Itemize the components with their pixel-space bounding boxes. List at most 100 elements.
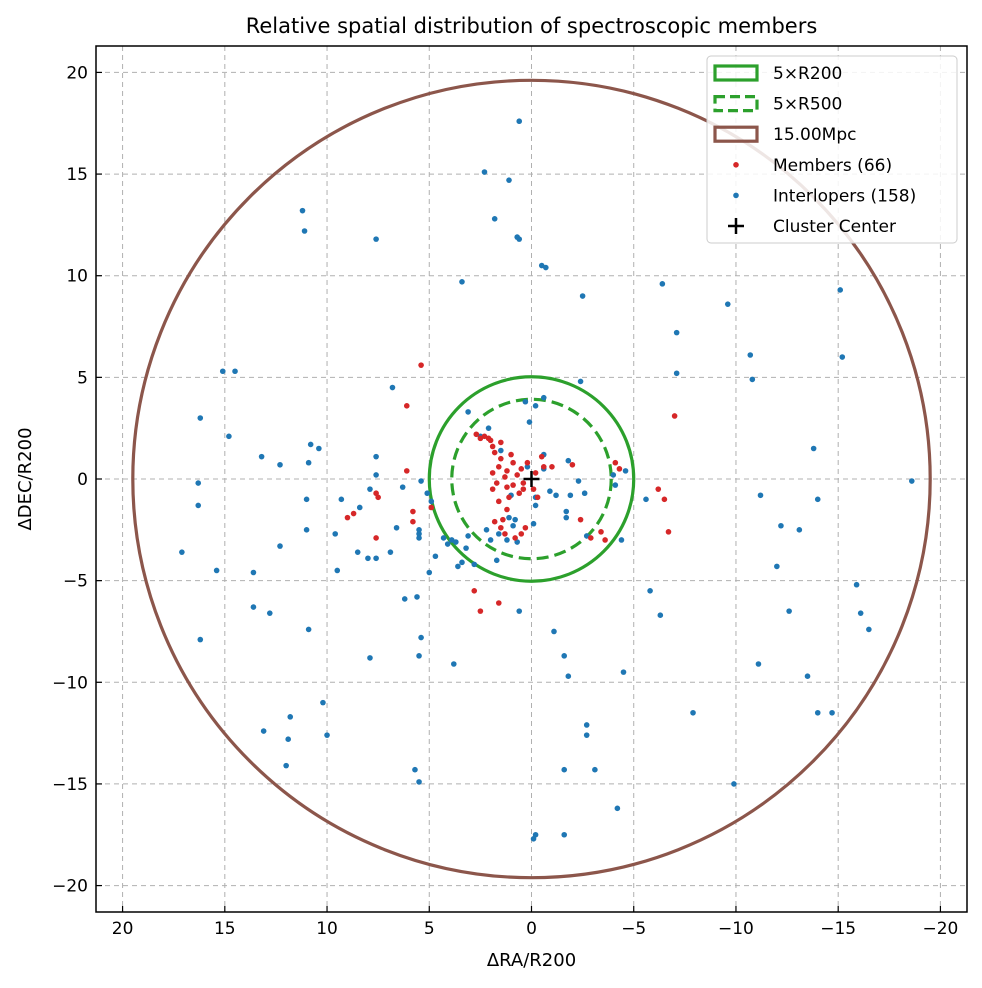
x-tick-label: 0	[526, 919, 537, 939]
interloper-point	[510, 522, 516, 529]
interloper-point	[495, 531, 502, 537]
member-point	[510, 459, 516, 466]
interloper-point	[810, 445, 817, 452]
member-point	[520, 480, 527, 486]
interloper-point	[316, 445, 322, 452]
legend-label: 5×R500	[773, 95, 842, 115]
interloper-point	[465, 533, 471, 539]
interloper-point	[305, 459, 312, 466]
interloper-point	[610, 472, 617, 478]
interloper-point	[583, 722, 590, 728]
interloper-point	[399, 484, 406, 490]
interloper-point	[755, 661, 762, 667]
interloper-point	[547, 488, 553, 494]
interloper-point	[389, 384, 396, 391]
interloper-point	[197, 415, 204, 421]
interloper-point	[334, 567, 341, 574]
interloper-point	[522, 398, 529, 405]
interloper-point	[814, 709, 821, 716]
ticks: 20 15 10 5 0 −5 −10 −15 −20 20 15 10 5 0 −5 −10 −15 −20	[52, 63, 958, 939]
legend-label: Interlopers (158)	[773, 186, 916, 206]
y-tick-label: 5	[77, 368, 88, 388]
interloper-point	[749, 376, 756, 383]
interloper-point	[459, 279, 465, 285]
legend-label: 5×R200	[773, 64, 842, 84]
x-tick-label: −10	[718, 919, 754, 939]
interloper-point	[567, 492, 574, 499]
member-point	[403, 403, 410, 409]
legend-box	[706, 55, 958, 244]
x-axis-label: ΔRA/R200	[487, 950, 576, 971]
member-point	[477, 435, 484, 442]
interloper-point	[540, 394, 547, 401]
interloper-point	[493, 557, 500, 564]
x-tick-label: −15	[820, 919, 856, 939]
member-point	[518, 531, 525, 537]
data-layer	[131, 78, 932, 880]
interloper-point	[277, 461, 283, 468]
y-tick-label: 10	[66, 267, 88, 287]
interloper-point	[506, 514, 512, 521]
member-point	[518, 466, 525, 472]
interloper-point	[504, 537, 510, 543]
member-point	[516, 490, 523, 497]
interloper-point	[373, 236, 379, 242]
interloper-point	[786, 608, 792, 614]
member-point	[410, 508, 416, 515]
member-point	[350, 510, 357, 517]
interloper-point	[908, 478, 915, 484]
member-point	[514, 472, 520, 478]
interloper-point	[583, 732, 590, 738]
member-point	[489, 443, 496, 450]
interloper-point	[487, 537, 494, 543]
member-point	[495, 600, 502, 606]
interloper-point	[426, 569, 433, 576]
member-point	[489, 470, 496, 476]
interloper-point	[530, 520, 537, 527]
legend-marker	[733, 192, 739, 199]
member-point	[671, 413, 678, 419]
interloper-point	[483, 527, 490, 533]
interloper-point	[195, 480, 202, 486]
member-point	[598, 529, 604, 535]
interloper-point	[485, 425, 492, 431]
interloper-point	[451, 661, 457, 667]
interloper-point	[673, 329, 680, 336]
interloper-point	[260, 728, 267, 734]
interloper-point	[647, 588, 653, 594]
interloper-point	[303, 527, 310, 533]
member-point	[587, 535, 594, 541]
member-point	[504, 484, 510, 490]
legend-label: 15.00Mpc	[773, 125, 856, 145]
member-point	[410, 518, 416, 525]
interloper-point	[796, 527, 803, 533]
interloper-point	[512, 516, 518, 523]
member-point	[375, 494, 381, 501]
member-point	[504, 468, 510, 474]
member-point	[506, 494, 512, 501]
member-point	[532, 470, 539, 476]
interloper-point	[416, 527, 422, 533]
interloper-point	[577, 378, 584, 385]
interloper-point	[565, 457, 572, 464]
member-point	[520, 486, 527, 492]
x-tick-label: 5	[424, 919, 435, 939]
member-point	[498, 524, 504, 531]
interloper-point	[747, 352, 754, 358]
legend-patch	[713, 125, 759, 143]
interloper-point	[563, 508, 570, 515]
member-point	[502, 531, 508, 537]
member-point	[477, 608, 484, 614]
interloper-point	[387, 549, 394, 555]
interloper-point	[526, 419, 533, 425]
interloper-point	[453, 539, 459, 545]
x-tick-label: 20	[112, 919, 134, 939]
cluster-center-marker	[523, 471, 540, 487]
interloper-point	[416, 535, 422, 541]
x-tick-label: −5	[621, 919, 646, 939]
interloper-point	[287, 714, 294, 720]
member-point	[491, 449, 498, 456]
interloper-point	[455, 563, 461, 570]
circle-15-00mpc	[131, 78, 932, 880]
interloper-point	[530, 836, 537, 842]
